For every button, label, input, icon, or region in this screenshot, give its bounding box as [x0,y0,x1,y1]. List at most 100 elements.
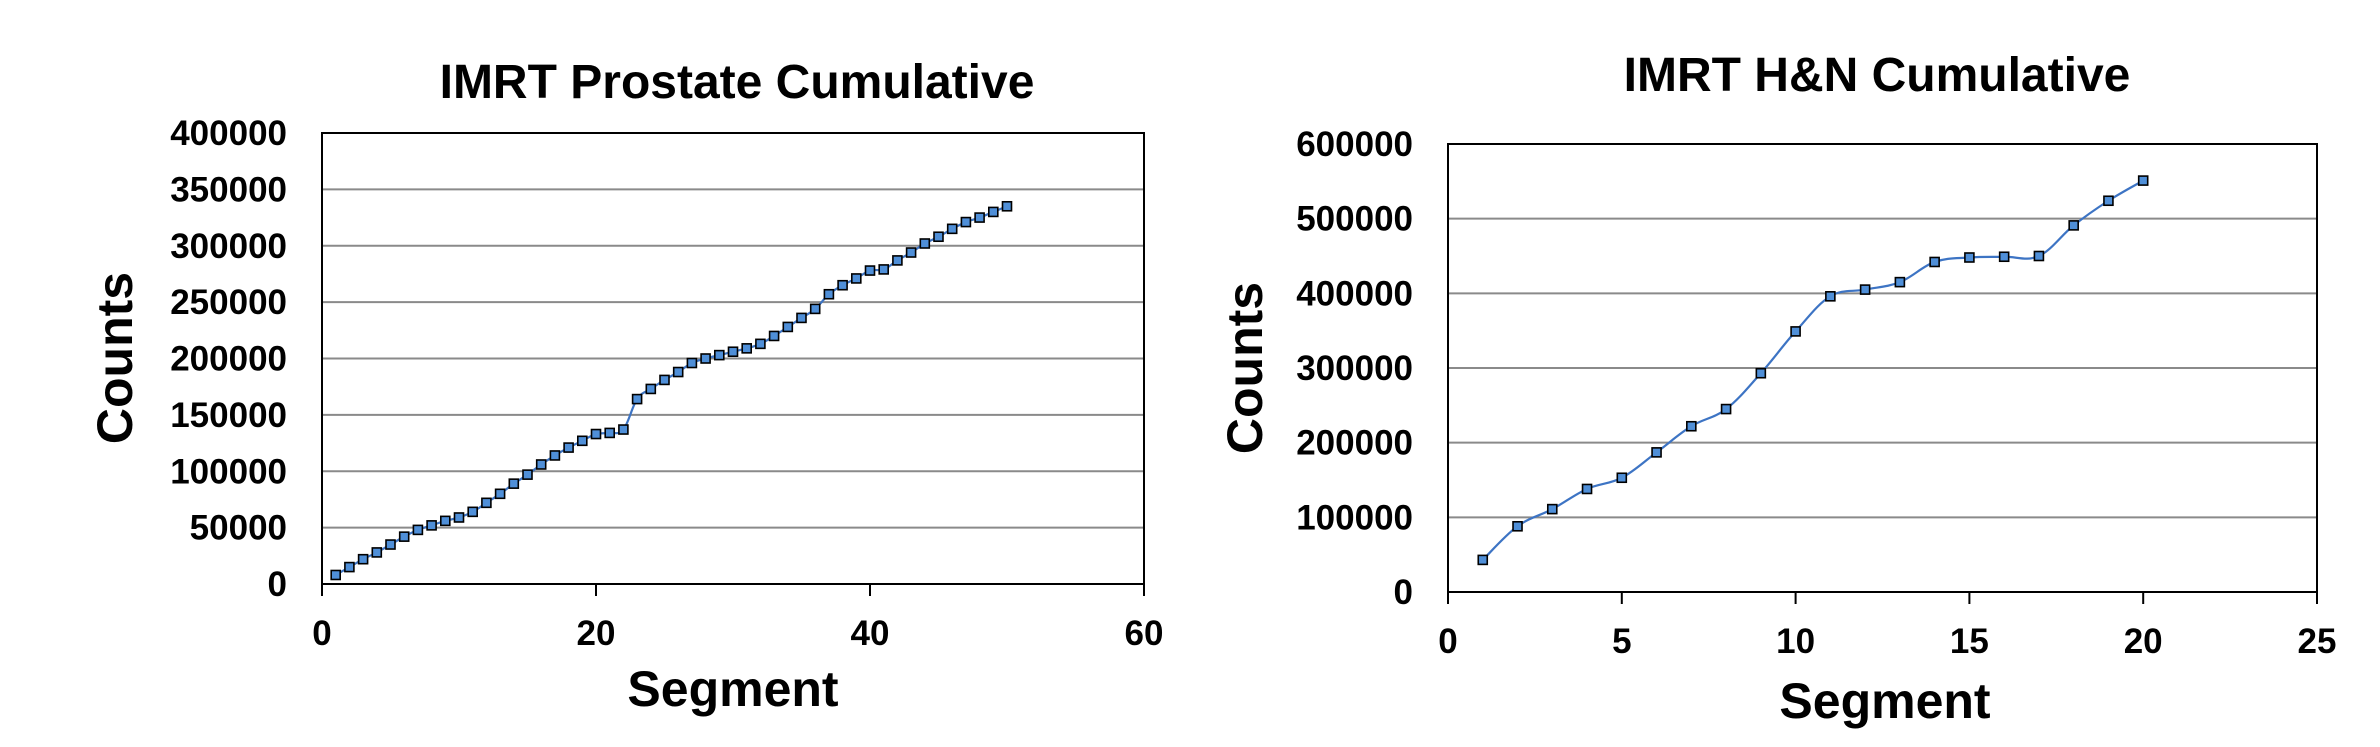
series-line [335,205,1008,576]
y-tick-label: 0 [1394,573,1413,612]
data-point [357,553,369,565]
x-tick-label: 20 [577,614,616,653]
x-tick-labels: 0 5 10 15 20 25 [1438,622,2336,661]
data-point [481,497,492,509]
y-tick-label: 400000 [170,114,287,153]
x-tick-labels: 0 20 40 60 [312,614,1163,653]
x-tick-label: 25 [2298,622,2337,661]
data-point [618,424,629,435]
data-series [330,200,1013,581]
gridlines [322,188,1144,529]
data-point [1929,256,1940,268]
y-tick-label: 400000 [1296,274,1413,313]
data-point [755,338,766,350]
data-point [494,488,506,500]
data-point [385,539,396,550]
data-point [727,346,739,358]
data-point [549,450,561,461]
data-point [946,223,958,235]
data-point [686,357,698,369]
plot-area [1447,143,2318,604]
data-point [508,478,520,489]
data-point [1546,503,1558,515]
data-point [1651,447,1662,458]
plot-frame [321,132,1145,585]
data-point [1859,284,1871,295]
data-point [1755,367,1767,379]
y-tick-label: 50000 [190,509,287,548]
data-point [398,531,410,542]
x-tick-label: 5 [1612,622,1631,661]
data-point [1686,420,1697,432]
data-series [1477,175,2149,566]
data-point [768,330,780,342]
y-axis-label: Counts [87,272,143,444]
plot-area [321,132,1145,596]
y-axis-label: Counts [1217,282,1273,454]
data-point [796,312,807,324]
chart-title: IMRT H&N Cumulative [1624,49,2131,102]
chart-head-neck: IMRT H&N Cumulative 0 100000 200000 300000 4… [1217,49,2336,729]
x-tick-label: 0 [1438,622,1457,661]
data-point [782,321,794,333]
data-point [1825,291,1836,302]
data-point [590,428,602,440]
y-tick-label: 300000 [170,227,287,266]
data-point [631,393,643,405]
data-point [741,343,753,354]
data-point [1616,472,1628,484]
x-tick-label: 0 [312,614,331,653]
data-point [892,255,903,266]
data-point [330,569,342,581]
x-axis-label: Segment [627,661,839,717]
y-tick-label: 600000 [1296,125,1413,164]
data-point [453,512,465,523]
x-axis-ticks [1447,592,2318,604]
data-point [823,288,835,300]
x-tick-label: 40 [851,614,890,653]
chart-title: IMRT Prostate Cumulative [440,56,1035,109]
data-point [563,442,574,453]
x-tick-label: 20 [2124,622,2163,661]
data-point [809,303,821,315]
data-point [2103,195,2114,207]
data-point [878,264,890,275]
data-point [535,459,547,470]
series-line [1481,179,2144,561]
y-tick-label: 500000 [1296,200,1413,239]
y-tick-labels: 0 100000 200000 300000 400000 500000 600000 [1296,125,1413,612]
data-point [439,515,451,527]
data-point [659,374,670,386]
y-tick-label: 150000 [170,396,287,435]
data-point [576,435,588,447]
data-point [2068,220,2079,231]
y-tick-label: 300000 [1296,349,1413,388]
data-point [645,383,657,395]
data-point [864,265,876,276]
data-point [344,561,355,573]
data-point [960,216,972,228]
y-tick-label: 0 [268,565,287,604]
data-point [604,427,616,439]
data-point [1512,520,1523,532]
data-point [1998,251,2010,263]
y-tick-labels: 0 50000 100000 150000 200000 250000 300000 3500… [170,114,287,604]
data-point [467,506,479,518]
chart-prostate: IMRT Prostate Cumulative 0 50000 100000 150… [87,56,1163,717]
x-axis-label: Segment [1779,673,1991,729]
data-point [1720,403,1732,415]
data-point [2033,250,2045,262]
data-point [672,366,684,378]
data-point [919,238,931,249]
x-tick-label: 15 [1950,622,1989,661]
plot-frame [1447,143,2318,593]
data-point [905,247,917,258]
data-point [933,231,944,243]
data-point [713,349,725,361]
data-point [412,524,424,536]
data-point [1964,252,1975,263]
x-axis-ticks [321,584,1145,596]
data-point [371,547,383,558]
data-point [700,353,711,364]
